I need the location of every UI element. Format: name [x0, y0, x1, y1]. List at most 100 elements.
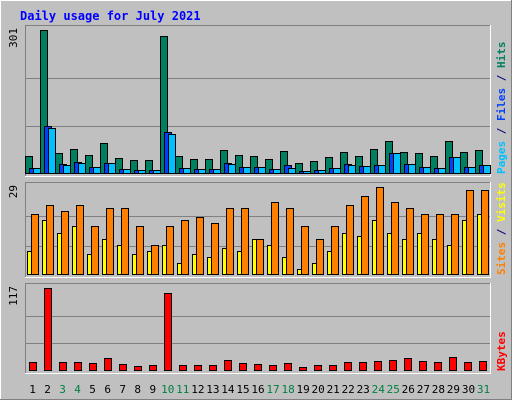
- x-tick-label: 30: [462, 383, 475, 396]
- bar-kbytes-kbytes-day-29: [449, 357, 457, 371]
- bar-visits-sites-day-25: [391, 202, 399, 275]
- bar-kbytes-kbytes-day-24: [374, 361, 382, 371]
- x-tick-label: 5: [89, 383, 96, 396]
- bar-hits-pages-day-10: [168, 134, 176, 174]
- bar-hits-pages-day-15: [243, 167, 251, 174]
- bar-kbytes-kbytes-day-20: [314, 365, 322, 371]
- bar-kbytes-kbytes-day-23: [359, 362, 367, 371]
- bar-visits-sites-day-24: [376, 187, 384, 275]
- bar-hits-pages-day-24: [378, 165, 386, 174]
- bar-kbytes-kbytes-day-18: [284, 363, 292, 371]
- bar-kbytes-kbytes-day-12: [194, 365, 202, 371]
- bar-hits-pages-day-11: [183, 168, 191, 174]
- plot-area: [25, 283, 491, 374]
- bar-hits-pages-day-4: [78, 163, 86, 174]
- bar-visits-sites-day-9: [151, 245, 159, 275]
- y-max-label: 301: [7, 28, 20, 48]
- x-tick-label: 18: [281, 383, 294, 396]
- bar-kbytes-kbytes-day-9: [149, 365, 157, 371]
- bar-visits-sites-day-23: [361, 196, 369, 275]
- bar-hits-pages-day-21: [333, 168, 341, 174]
- legend-entry: Sites: [495, 242, 508, 275]
- bar-visits-sites-day-28: [436, 214, 444, 275]
- y-max-label: 117: [7, 286, 20, 306]
- bar-visits-sites-day-4: [76, 205, 84, 275]
- bar-hits-pages-day-7: [123, 169, 131, 174]
- bar-kbytes-kbytes-day-15: [239, 363, 247, 371]
- bar-kbytes-kbytes-day-21: [329, 365, 337, 371]
- bar-visits-sites-day-17: [271, 202, 279, 275]
- bar-visits-sites-day-19: [301, 226, 309, 275]
- bar-visits-sites-day-14: [226, 208, 234, 275]
- x-tick-label: 17: [266, 383, 279, 396]
- bar-visits-sites-day-12: [196, 217, 204, 275]
- legend-entry: Visits: [495, 182, 508, 222]
- bar-kbytes-kbytes-day-10: [164, 293, 172, 371]
- bar-hits-pages-day-28: [438, 168, 446, 174]
- bar-hits-pages-day-6: [108, 163, 116, 174]
- bar-visits-sites-day-30: [466, 190, 474, 275]
- x-tick-label: 19: [296, 383, 309, 396]
- x-tick-label: 1: [29, 383, 36, 396]
- bar-visits-sites-day-10: [166, 226, 174, 275]
- bar-hits-pages-day-14: [228, 164, 236, 174]
- bar-hits-pages-day-31: [483, 165, 491, 174]
- bar-hits-pages-day-20: [318, 170, 326, 174]
- bar-hits-pages-day-16: [258, 167, 266, 174]
- chart-panels: 301 Pages / Files / Hits 29 Sites / Visits 1…: [7, 25, 508, 374]
- bar-hits-pages-day-19: [303, 171, 311, 174]
- bar-kbytes-kbytes-day-14: [224, 360, 232, 371]
- bar-visits-sites-day-5: [91, 226, 99, 275]
- bar-kbytes-kbytes-day-17: [269, 365, 277, 371]
- x-tick-label: 6: [104, 383, 111, 396]
- x-tick-label: 20: [311, 383, 324, 396]
- panel-visits: 29 Sites / Visits: [7, 182, 508, 278]
- bar-kbytes-kbytes-day-5: [89, 363, 97, 371]
- x-tick-label: 9: [149, 383, 156, 396]
- bar-hits-pages-day-2: [48, 128, 56, 174]
- bar-hits-pages-day-18: [288, 168, 296, 174]
- bar-kbytes-kbytes-day-31: [479, 361, 487, 371]
- bar-hits-pages-day-22: [348, 165, 356, 174]
- bar-hits-pages-day-25: [393, 153, 401, 174]
- bar-visits-sites-day-1: [31, 214, 39, 275]
- bar-hits-pages-day-17: [273, 169, 281, 174]
- bar-kbytes-kbytes-day-27: [419, 361, 427, 371]
- bar-kbytes-kbytes-day-19: [299, 367, 307, 371]
- bar-visits-sites-day-3: [61, 211, 69, 275]
- bar-hits-pages-day-9: [153, 170, 161, 174]
- bar-visits-sites-day-7: [121, 208, 129, 275]
- bar-kbytes-kbytes-day-30: [464, 362, 472, 371]
- bar-visits-sites-day-22: [346, 205, 354, 275]
- bar-hits-pages-day-8: [138, 170, 146, 174]
- x-tick-label: 7: [119, 383, 126, 396]
- bar-hits-pages-day-26: [408, 164, 416, 174]
- x-tick-label: 26: [402, 383, 415, 396]
- bar-hits-pages-day-13: [213, 169, 221, 174]
- x-tick-label: 3: [59, 383, 66, 396]
- panel-kbytes: 117 KBytes: [7, 283, 508, 374]
- x-tick-label: 4: [74, 383, 81, 396]
- bar-kbytes-kbytes-day-3: [59, 362, 67, 371]
- bar-kbytes-kbytes-day-26: [404, 358, 412, 371]
- x-tick-label: 12: [191, 383, 204, 396]
- x-tick-label: 15: [236, 383, 249, 396]
- bar-kbytes-kbytes-day-1: [29, 362, 37, 371]
- bar-visits-sites-day-16: [256, 239, 264, 275]
- bar-visits-sites-day-20: [316, 239, 324, 275]
- x-tick-label: 8: [134, 383, 141, 396]
- bar-visits-sites-day-18: [286, 208, 294, 275]
- x-axis: 1 2 3 4 5 6 7 8 9 10 11 12 13 14 15 16 17 18 19 20 21 22 23 24 2…: [29, 383, 490, 396]
- bar-visits-sites-day-27: [421, 214, 429, 275]
- legend-entry: Pages: [495, 141, 508, 174]
- panel-hits: 301 Pages / Files / Hits: [7, 25, 508, 177]
- bar-kbytes-kbytes-day-13: [209, 365, 217, 371]
- legend-entry: Files: [495, 88, 508, 121]
- x-tick-label: 13: [206, 383, 219, 396]
- x-tick-label: 25: [387, 383, 400, 396]
- x-tick-label: 10: [161, 383, 174, 396]
- bar-kbytes-kbytes-day-22: [344, 362, 352, 371]
- legend-entry: Hits: [495, 42, 508, 69]
- x-tick-label: 24: [372, 383, 386, 396]
- bar-kbytes-kbytes-day-28: [434, 362, 442, 371]
